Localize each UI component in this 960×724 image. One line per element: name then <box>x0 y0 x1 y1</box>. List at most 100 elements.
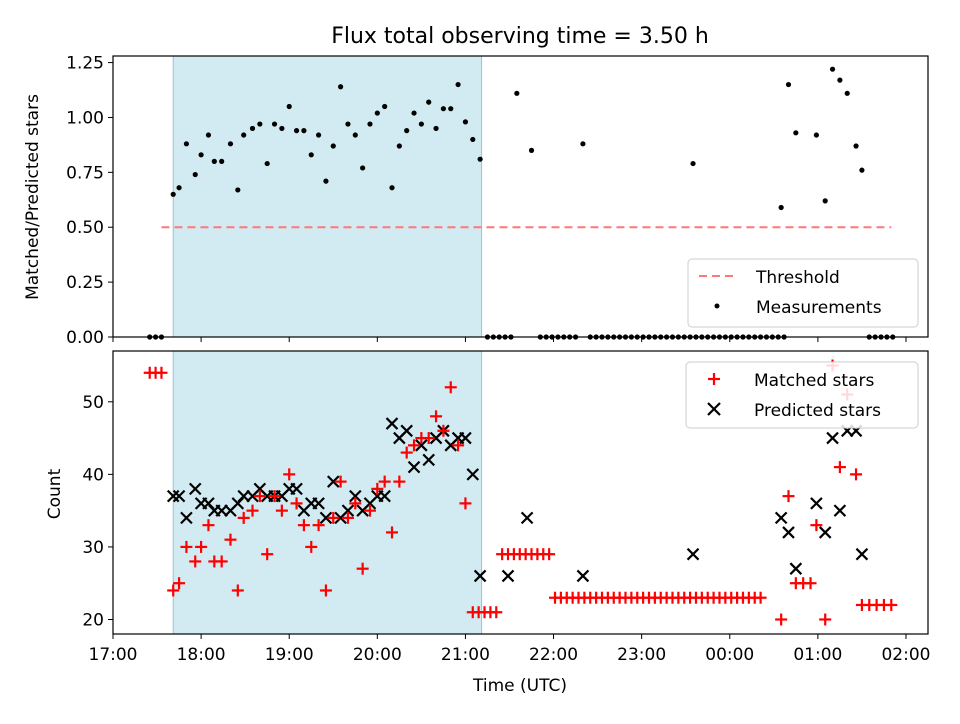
measurement-point <box>352 132 358 138</box>
measurement-point <box>183 141 190 147</box>
predicted-star-marker <box>341 504 355 517</box>
measurement-point <box>198 152 204 158</box>
measurement-point <box>440 106 447 112</box>
measurement-point <box>301 128 307 134</box>
matched-star-marker <box>833 461 846 474</box>
measurement-point <box>264 160 270 167</box>
measurement-point <box>374 110 380 116</box>
top-y-axis-label: Matched/Predicted stars <box>23 94 43 300</box>
matched-star-marker <box>231 584 244 597</box>
measurement-point <box>433 125 439 132</box>
measurement-point <box>514 90 520 96</box>
measurement-point <box>822 198 828 204</box>
matched-star-marker <box>452 439 465 452</box>
predicted-star-marker <box>459 431 472 445</box>
predicted-star-marker <box>520 511 534 525</box>
legend-matched-label: Matched stars <box>754 371 874 391</box>
predicted-star-marker <box>400 424 413 438</box>
measurement-point <box>286 103 292 110</box>
measurement-point <box>360 165 366 171</box>
matched-star-marker <box>430 410 443 423</box>
legend-threshold-label: Threshold <box>755 268 840 288</box>
top-y-axis: 0.00 0.25 0.50 0.75 1.00 1.25 <box>66 54 113 348</box>
matched-star-marker <box>189 555 202 568</box>
bottom-y-tick-label: 30 <box>82 538 104 558</box>
measurement-point <box>192 171 198 178</box>
bottom-panel: 20 30 40 50 17:00 18:00 19:00 20:00 21:00 22:00 2… <box>45 350 930 696</box>
predicted-star-marker <box>473 569 487 583</box>
predicted-star-marker <box>407 460 421 474</box>
x-tick-label: 17:00 <box>89 645 138 665</box>
predicted-star-marker <box>789 562 803 575</box>
predicted-star-marker <box>188 482 202 496</box>
measurement-point <box>330 143 336 149</box>
measurement-point <box>837 77 843 83</box>
measurement-point <box>249 125 256 132</box>
matched-star-marker <box>400 446 413 459</box>
measurement-point <box>271 121 278 127</box>
bottom-y-tick-label: 40 <box>82 465 104 485</box>
bottom-plot-frame <box>112 350 929 635</box>
x-tick-label: 22:00 <box>529 645 578 665</box>
matched-star-marker <box>775 613 788 626</box>
measurement-point <box>426 99 432 105</box>
measurement-point <box>580 141 586 147</box>
measurement-points <box>147 66 896 340</box>
predicted-star-marker <box>782 526 795 539</box>
legend-predicted-swatch <box>707 402 721 416</box>
x-tick-label: 01:00 <box>793 645 842 665</box>
legend-measurements-label: Measurements <box>756 298 882 318</box>
matched-star-marker <box>180 540 193 553</box>
measurement-point <box>785 81 792 88</box>
matched-star-marker <box>261 548 274 561</box>
matched-star-marker <box>268 490 281 503</box>
matched-star-marker <box>215 555 228 568</box>
predicted-star-marker <box>576 569 590 583</box>
bottom-x-axis: 17:00 18:00 19:00 20:00 21:00 22:00 23:00 00:00… <box>89 634 930 665</box>
matched-star-marker <box>356 562 369 575</box>
matched-star-marker <box>327 511 340 524</box>
matched-star-marker <box>363 504 376 517</box>
chart-title: Flux total observing time = 3.50 h <box>331 24 709 49</box>
matched-star-marker <box>804 577 817 590</box>
predicted-star-marker <box>686 547 700 561</box>
legend-matched-swatch <box>708 373 720 385</box>
matched-star-marker <box>422 432 435 445</box>
measurement-point <box>176 185 182 191</box>
measurement-point <box>227 141 234 147</box>
measurement-point <box>308 152 314 158</box>
matched-star-marker <box>283 468 296 481</box>
predicted-star-marker <box>855 547 869 561</box>
predicted-star-marker <box>290 482 303 496</box>
matched-star-marker <box>319 584 332 597</box>
matched-star-marker <box>437 424 450 437</box>
measurement-point <box>241 132 247 138</box>
matched-star-marker <box>408 439 421 452</box>
measurement-point <box>257 121 263 127</box>
matched-star-marker <box>246 504 259 517</box>
predicted-star-marker <box>833 504 847 517</box>
matched-star-marker <box>297 519 310 532</box>
measurement-point <box>219 158 225 164</box>
matched-star-marker <box>334 475 347 488</box>
predicted-star-marker <box>326 475 340 488</box>
matched-star-marker <box>253 490 266 503</box>
matched-star-marker <box>341 511 354 524</box>
x-tick-label: 00:00 <box>705 645 754 665</box>
matched-star-marker <box>349 497 362 510</box>
predicted-star-marker <box>172 489 186 503</box>
measurement-point <box>411 110 417 116</box>
matched-star-marker <box>378 475 391 488</box>
top-y-tick-label: 0.50 <box>66 218 104 238</box>
predicted-star-marker <box>385 417 399 430</box>
predicted-star-marker <box>810 497 823 510</box>
matched-star-marker <box>173 577 186 590</box>
x-tick-label: 23:00 <box>617 645 666 665</box>
measurement-point <box>205 132 212 138</box>
matched-star-marker <box>393 475 406 488</box>
predicted-star-marker <box>180 511 193 525</box>
bottom-y-axis-label: Count <box>45 468 65 519</box>
matched-star-marker <box>305 540 318 553</box>
top-y-tick-label: 1.25 <box>66 54 104 74</box>
bottom-y-tick-label: 50 <box>82 393 104 413</box>
